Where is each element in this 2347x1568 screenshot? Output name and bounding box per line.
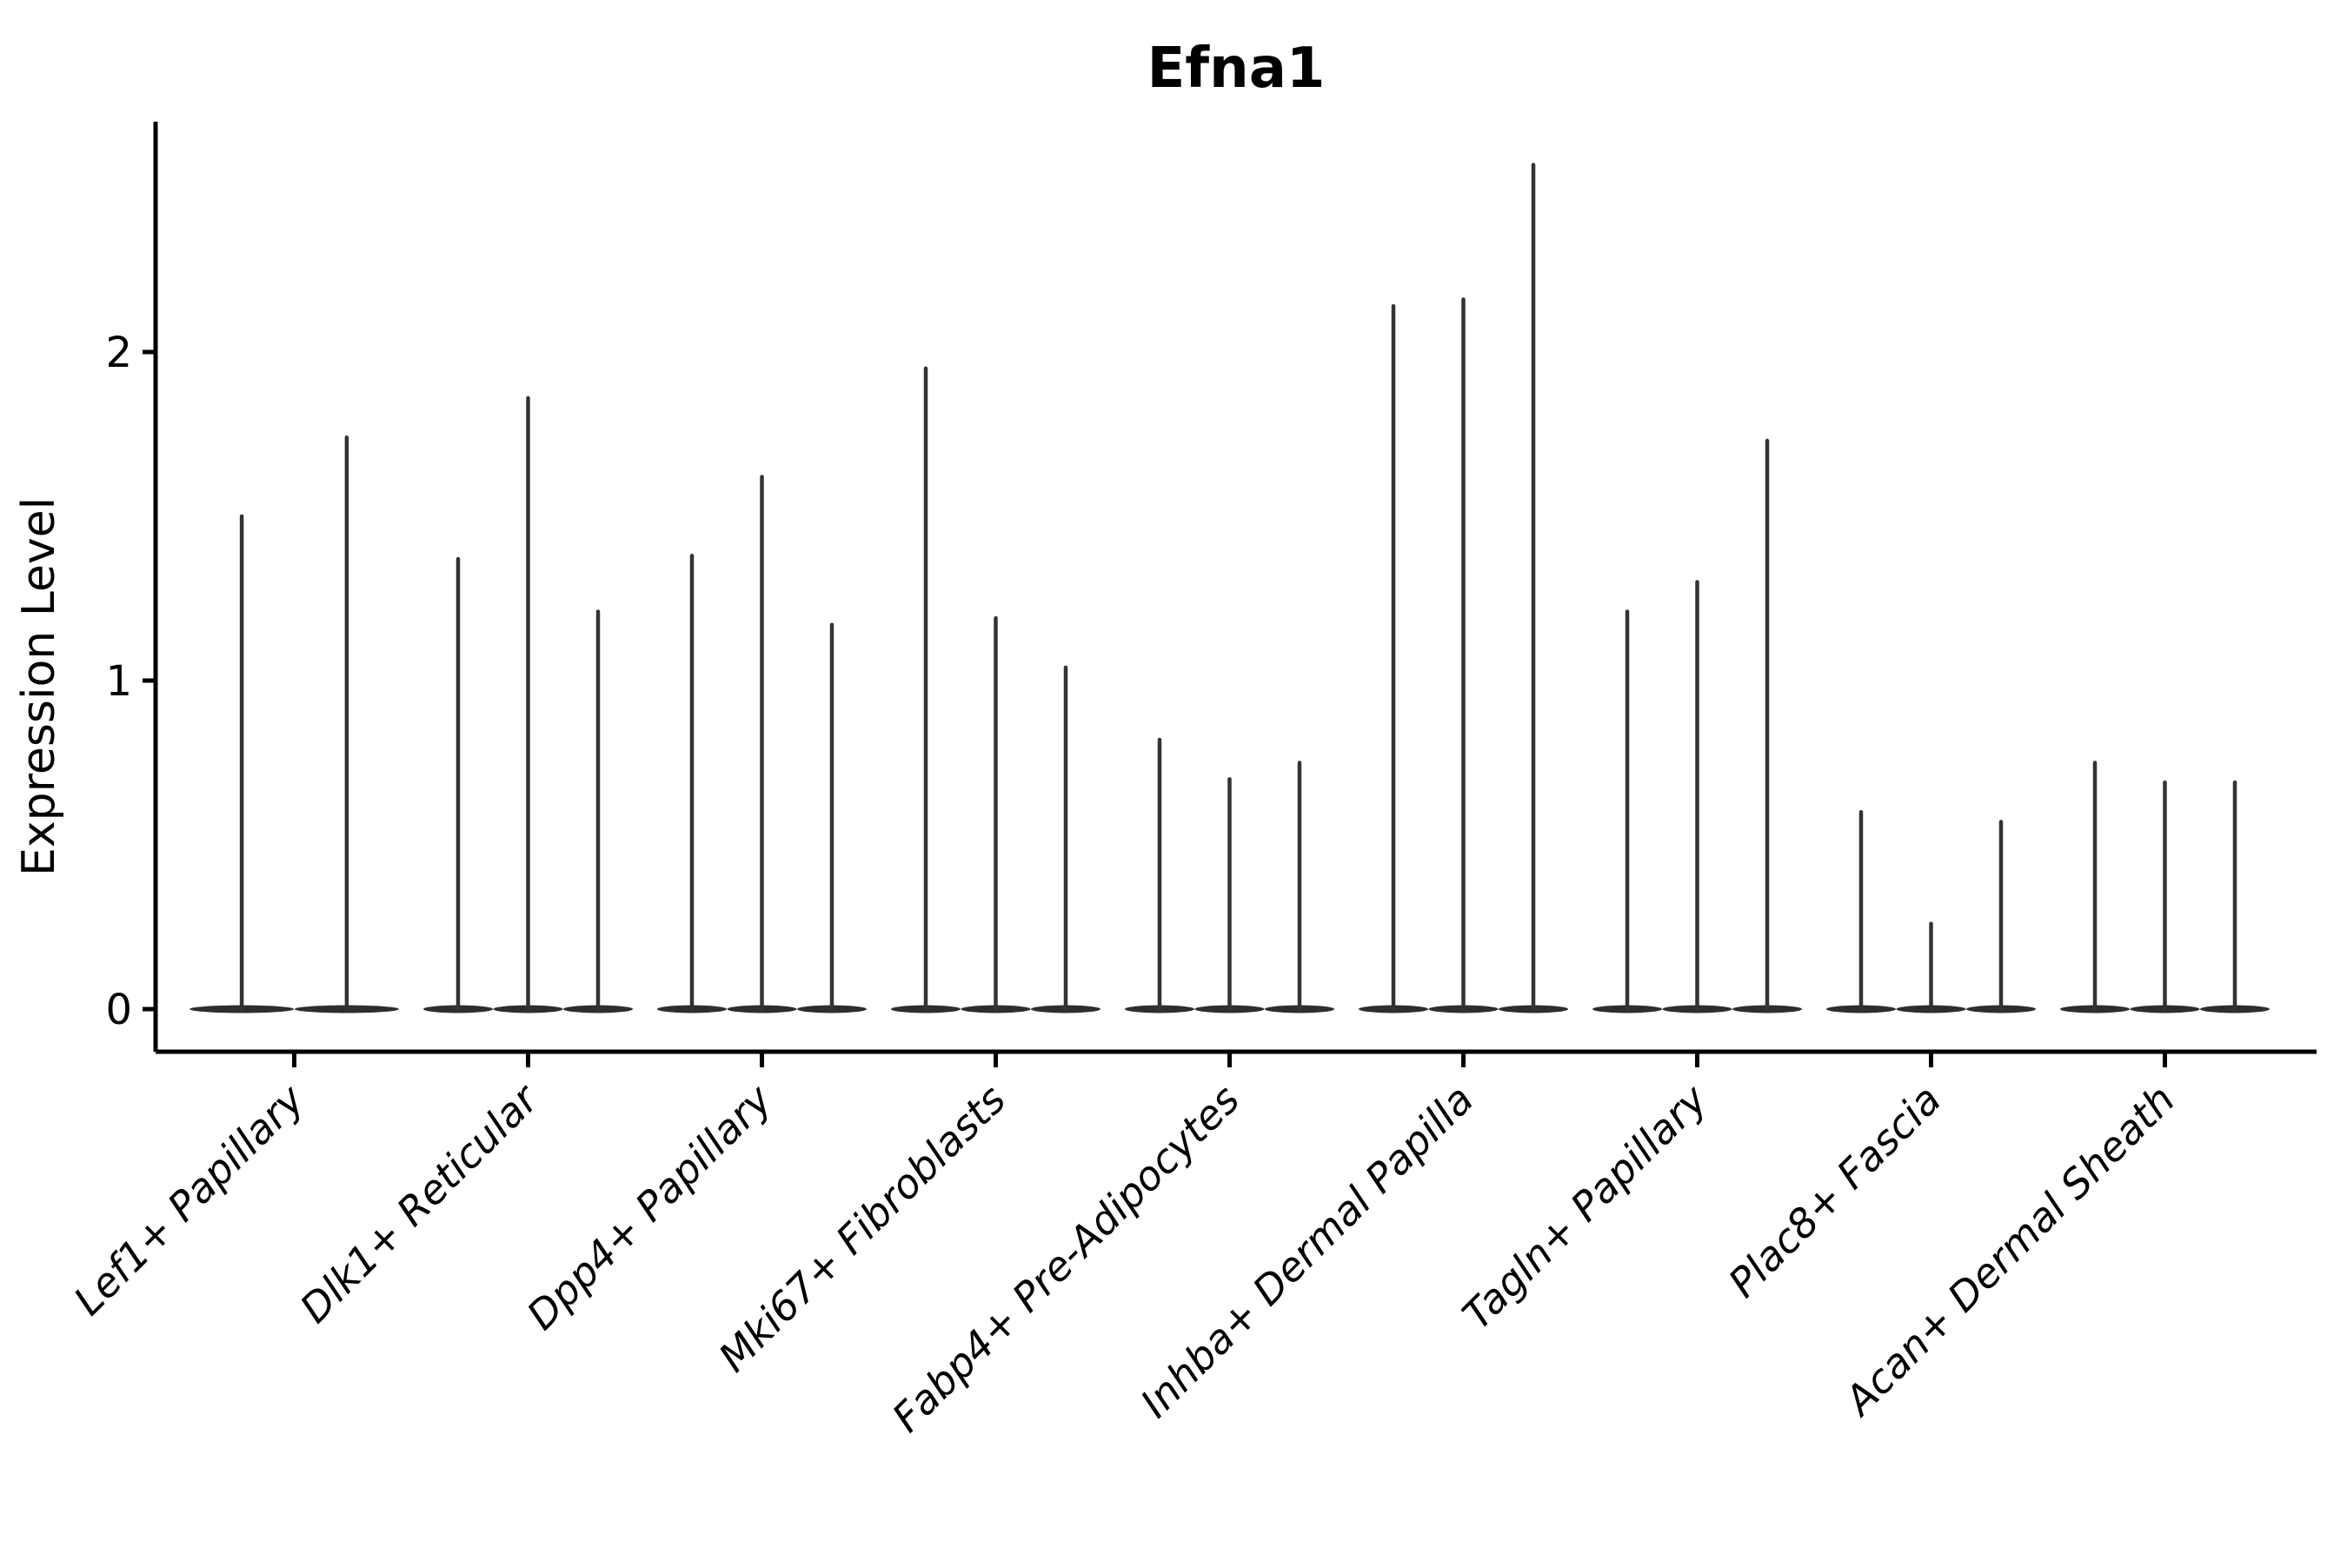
x-tick-label: Tagln+ Papillary bbox=[1453, 1075, 1717, 1339]
y-tick-label: 1 bbox=[105, 657, 132, 706]
y-tick-label: 2 bbox=[105, 329, 132, 377]
x-tick-label: Dpp4+ Papillary bbox=[518, 1075, 781, 1339]
y-axis-label: Expression Level bbox=[13, 497, 65, 876]
y-tick-label: 0 bbox=[105, 986, 132, 1034]
plot-title: Efna1 bbox=[1147, 37, 1326, 101]
x-tick-label: Dlk1+ Reticular bbox=[291, 1073, 549, 1332]
x-tick-label: Lef1+ Papillary bbox=[64, 1075, 313, 1324]
x-tick-label: Plac8+ Fascia bbox=[1719, 1076, 1950, 1306]
